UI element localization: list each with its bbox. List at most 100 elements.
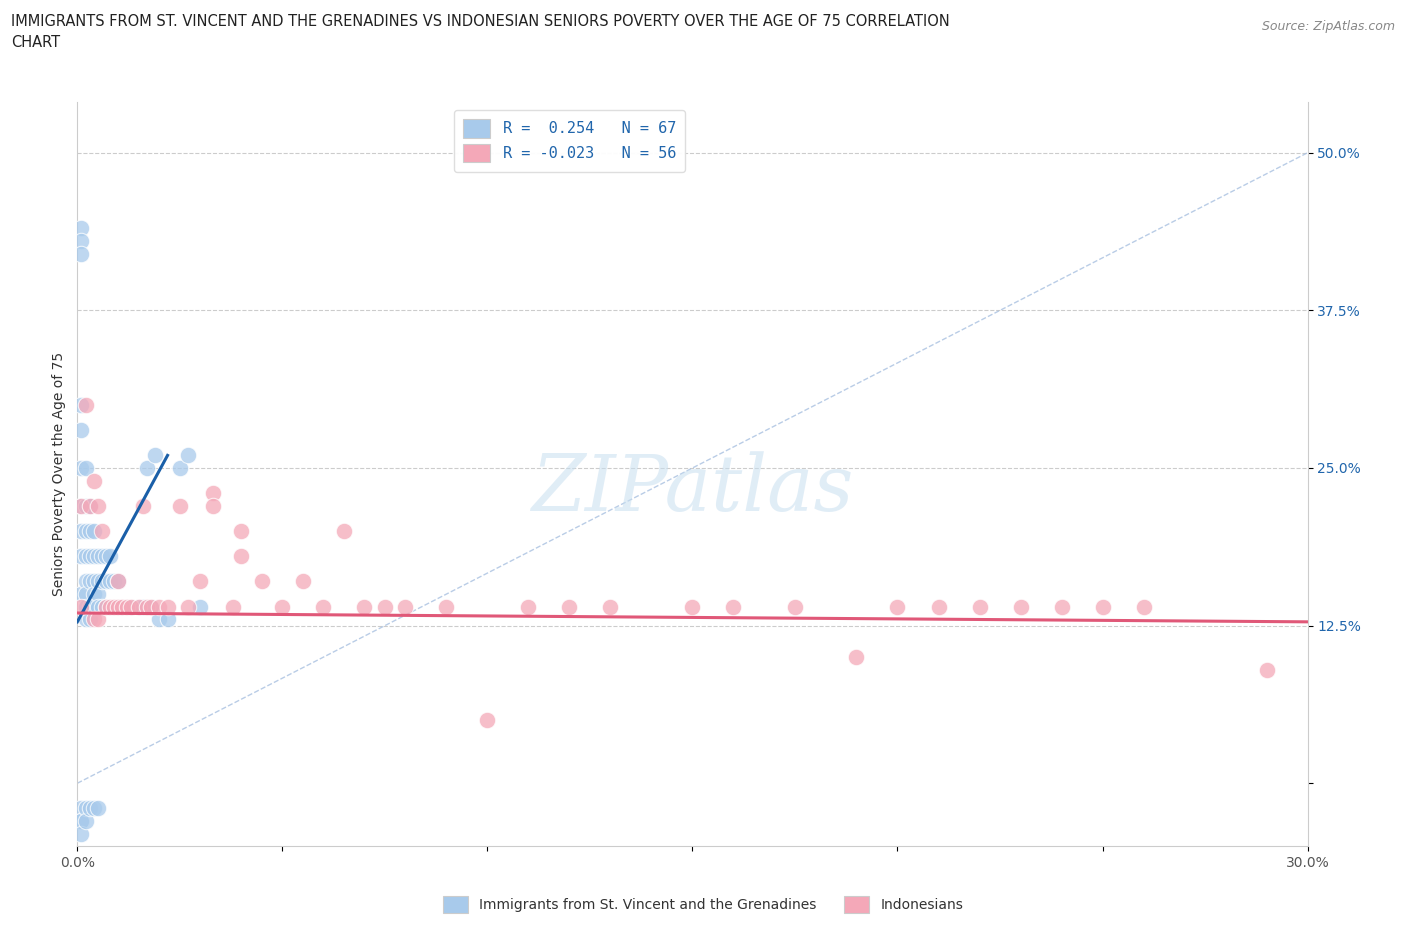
Point: [75, 599, 97, 614]
Point: [70, 524, 93, 538]
Text: Source: ZipAtlas.com: Source: ZipAtlas.com: [1261, 20, 1395, 33]
Point: [1010, 599, 1032, 614]
Point: [79, 801, 101, 816]
Point: [111, 599, 134, 614]
Point: [156, 599, 179, 614]
Point: [75, 524, 97, 538]
Point: [70, 814, 93, 829]
Point: [682, 599, 704, 614]
Text: IMMIGRANTS FROM ST. VINCENT AND THE GRENADINES VS INDONESIAN SENIORS POVERTY OVE: IMMIGRANTS FROM ST. VINCENT AND THE GREN…: [11, 14, 950, 29]
Point: [83, 587, 105, 602]
Point: [70, 397, 93, 412]
Point: [94, 549, 117, 564]
Point: [70, 814, 93, 829]
Point: [79, 599, 101, 614]
Point: [132, 599, 155, 614]
Point: [783, 599, 806, 614]
Point: [148, 599, 170, 614]
Point: [87, 612, 110, 627]
Point: [87, 587, 110, 602]
Point: [1050, 599, 1073, 614]
Point: [107, 574, 129, 589]
Point: [107, 574, 129, 589]
Point: [177, 448, 200, 463]
Point: [148, 612, 170, 627]
Point: [83, 574, 105, 589]
Point: [143, 448, 166, 463]
Point: [558, 599, 581, 614]
Point: [98, 574, 121, 589]
Point: [70, 246, 93, 261]
Point: [103, 574, 125, 589]
Point: [75, 460, 97, 475]
Point: [1091, 599, 1114, 614]
Point: [136, 599, 159, 614]
Point: [87, 498, 110, 513]
Point: [70, 599, 93, 614]
Point: [90, 599, 114, 614]
Point: [70, 498, 93, 513]
Point: [75, 574, 97, 589]
Text: ZIPatlas: ZIPatlas: [531, 451, 853, 527]
Point: [70, 498, 93, 513]
Point: [599, 599, 621, 614]
Point: [477, 712, 499, 727]
Point: [70, 549, 93, 564]
Point: [271, 599, 294, 614]
Point: [75, 587, 97, 602]
Point: [132, 498, 155, 513]
Point: [75, 801, 97, 816]
Point: [79, 498, 101, 513]
Point: [374, 599, 396, 614]
Legend: Immigrants from St. Vincent and the Grenadines, Indonesians: Immigrants from St. Vincent and the Gren…: [437, 890, 969, 919]
Point: [75, 612, 97, 627]
Point: [75, 814, 97, 829]
Point: [79, 549, 101, 564]
Point: [94, 599, 117, 614]
Point: [201, 498, 224, 513]
Point: [115, 599, 138, 614]
Point: [87, 549, 110, 564]
Point: [87, 599, 110, 614]
Point: [79, 524, 101, 538]
Point: [312, 599, 335, 614]
Point: [83, 549, 105, 564]
Point: [83, 473, 105, 488]
Point: [188, 599, 212, 614]
Point: [353, 599, 375, 614]
Point: [70, 460, 93, 475]
Point: [94, 574, 117, 589]
Point: [98, 599, 121, 614]
Point: [201, 485, 224, 500]
Point: [177, 599, 200, 614]
Point: [83, 612, 105, 627]
Legend: R =  0.254   N = 67, R = -0.023   N = 56: R = 0.254 N = 67, R = -0.023 N = 56: [454, 110, 685, 172]
Point: [107, 599, 129, 614]
Text: CHART: CHART: [11, 35, 60, 50]
Point: [98, 549, 121, 564]
Point: [75, 498, 97, 513]
Point: [79, 574, 101, 589]
Point: [90, 574, 114, 589]
Point: [90, 549, 114, 564]
Point: [436, 599, 458, 614]
Point: [141, 599, 163, 614]
Point: [90, 524, 114, 538]
Point: [70, 826, 93, 841]
Point: [333, 524, 356, 538]
Point: [517, 599, 540, 614]
Point: [115, 599, 138, 614]
Point: [70, 233, 93, 248]
Point: [969, 599, 991, 614]
Point: [107, 599, 129, 614]
Point: [75, 397, 97, 412]
Point: [70, 801, 93, 816]
Point: [94, 599, 117, 614]
Point: [103, 599, 125, 614]
Point: [87, 574, 110, 589]
Point: [156, 612, 179, 627]
Point: [83, 524, 105, 538]
Point: [120, 599, 142, 614]
Point: [231, 549, 253, 564]
Point: [141, 599, 163, 614]
